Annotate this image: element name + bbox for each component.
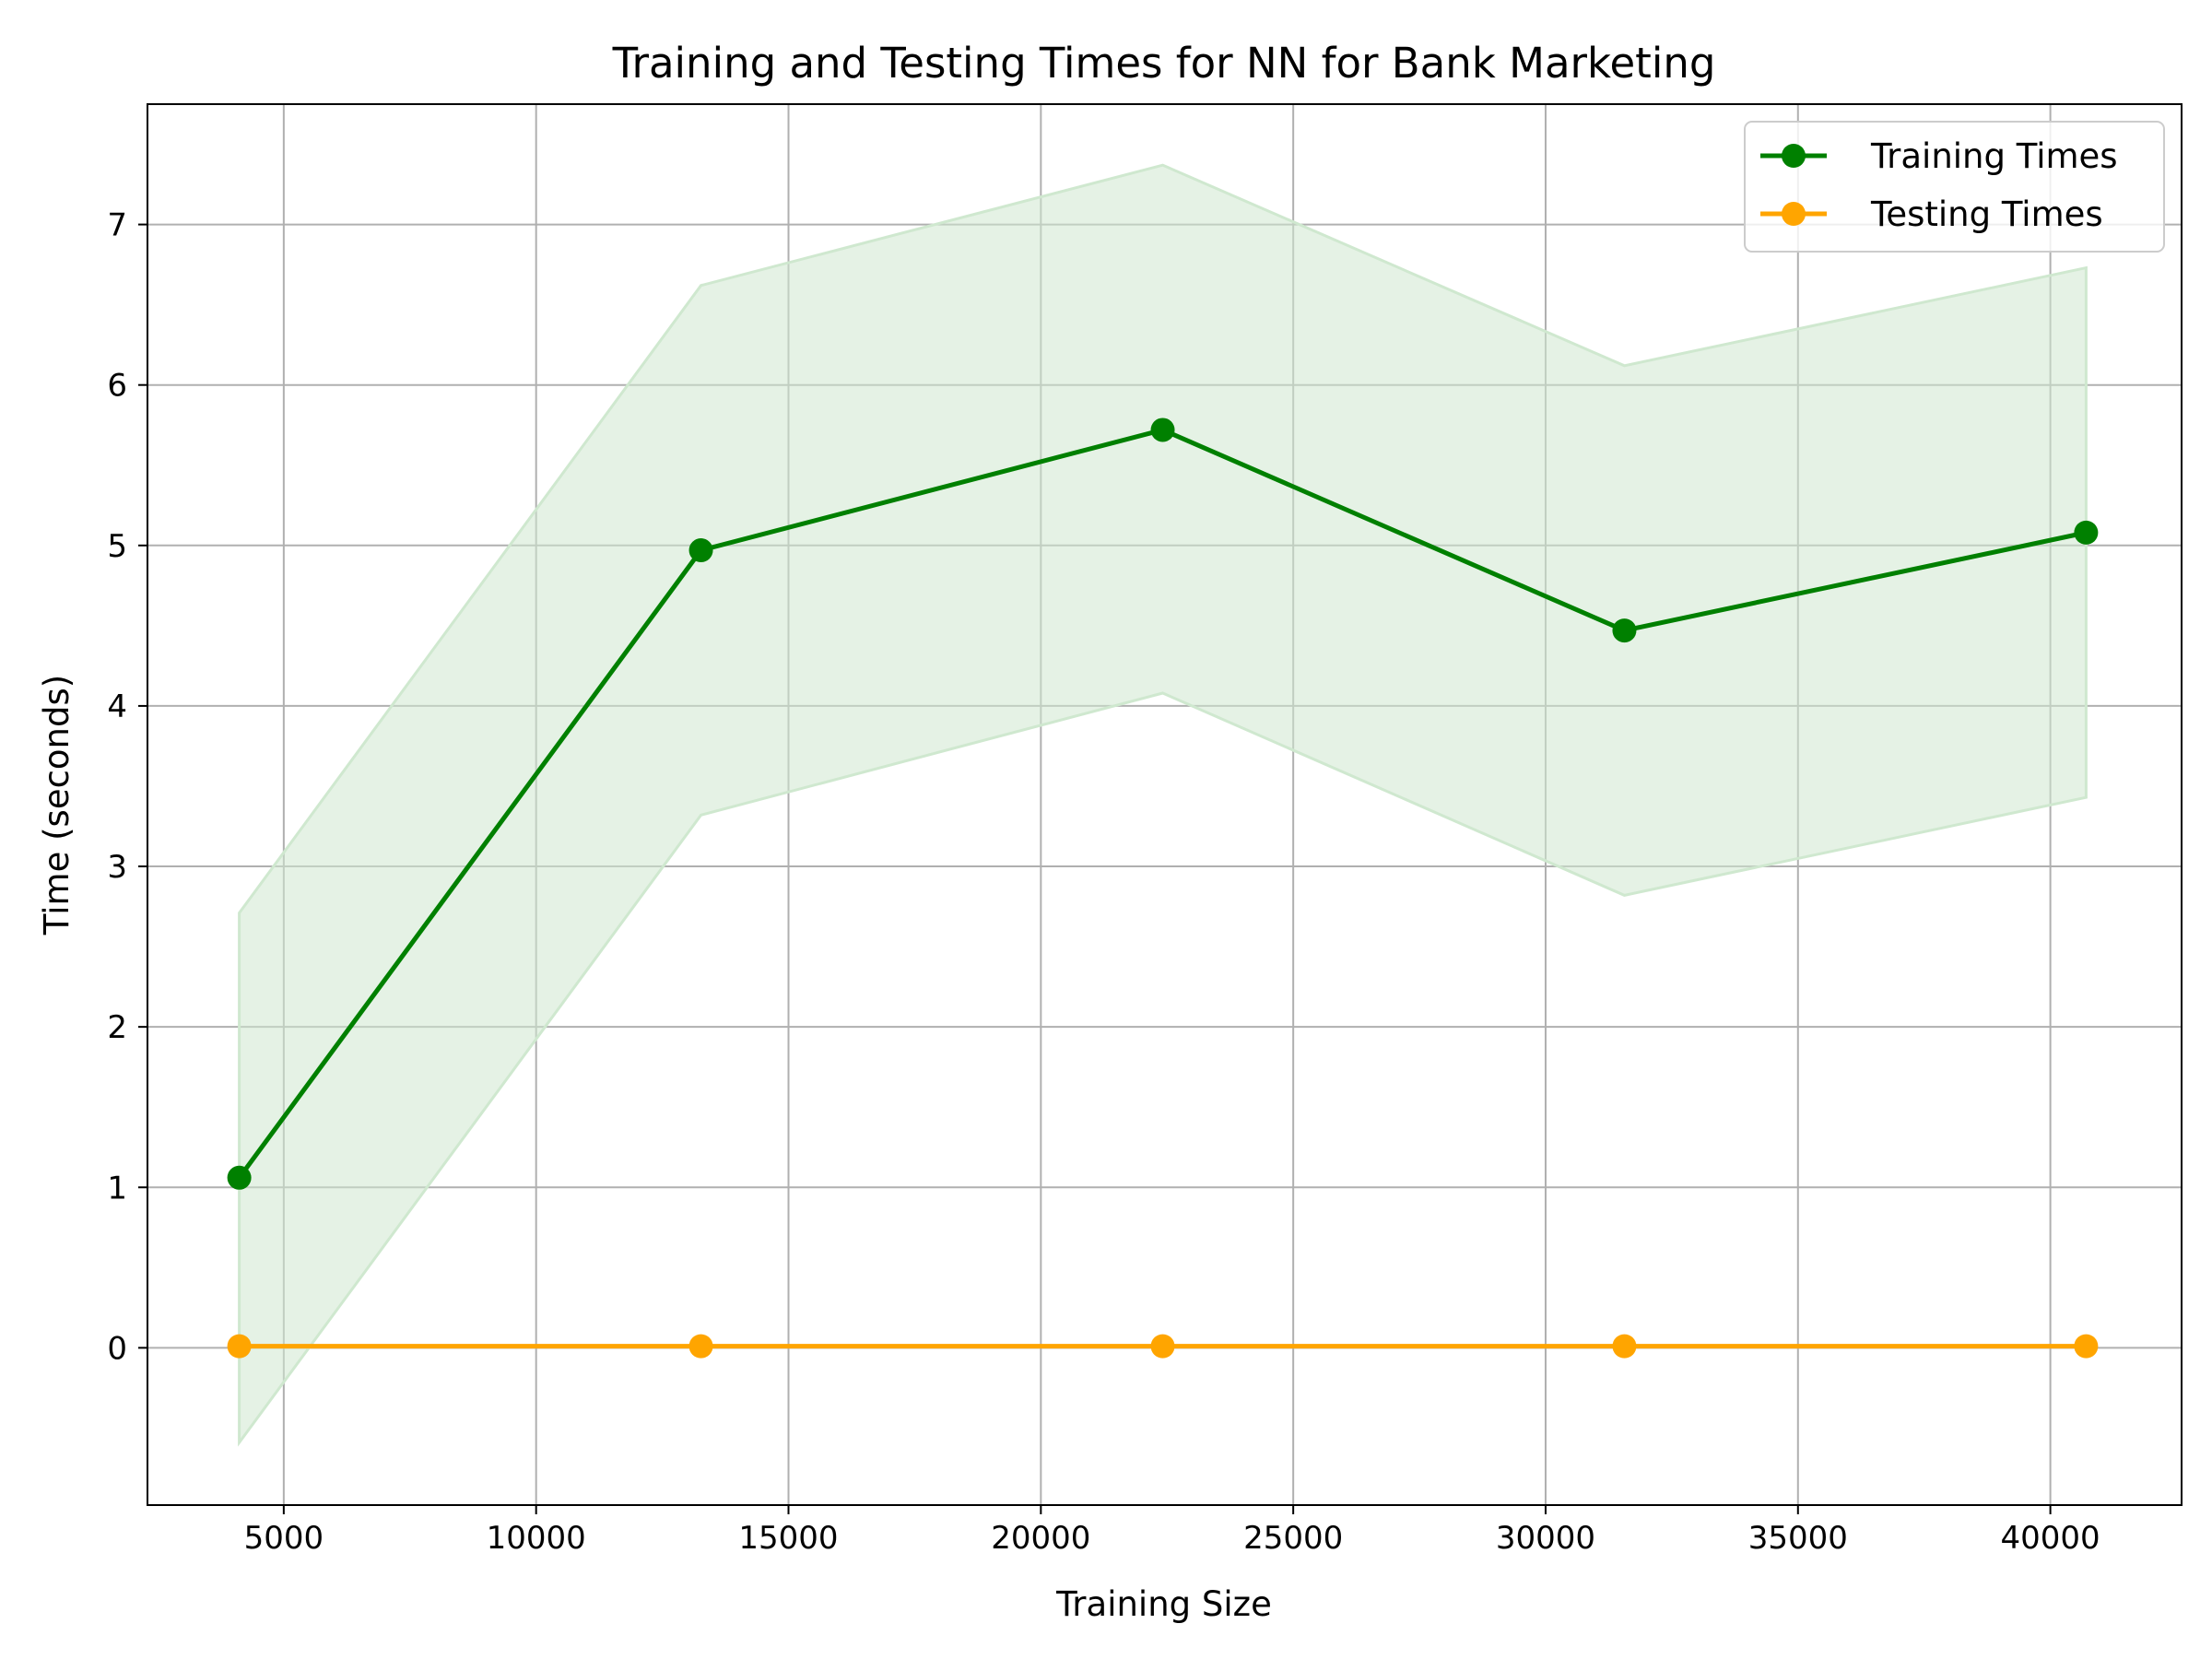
data-point (1612, 1334, 1637, 1359)
y-tick-label: 2 (107, 1009, 127, 1046)
data-point (2074, 1334, 2099, 1359)
y-tick-label: 5 (107, 528, 127, 565)
y-tick-label: 4 (107, 688, 127, 725)
y-tick-label: 6 (107, 368, 127, 405)
data-point (1612, 618, 1637, 643)
data-point (227, 1334, 252, 1359)
y-tick-label: 3 (107, 849, 127, 886)
data-point (688, 1334, 713, 1359)
plot-frame (147, 103, 2183, 1506)
x-axis-ticks: 5000 10000 15000 20000 25000 30000 35000 40000 (244, 1505, 2100, 1557)
data-point (1150, 1334, 1175, 1359)
y-tick-label: 0 (107, 1330, 127, 1367)
legend-label: Testing Times (1870, 194, 2103, 234)
y-tick-label: 1 (107, 1170, 127, 1206)
x-tick-label: 35000 (1748, 1520, 1848, 1557)
legend-box (1744, 121, 2165, 253)
x-tick-label: 10000 (487, 1520, 586, 1557)
data-point (2074, 520, 2099, 545)
data-point (227, 1165, 252, 1190)
legend-marker (1782, 144, 1806, 168)
x-tick-label: 15000 (738, 1520, 838, 1557)
x-tick-label: 40000 (2001, 1520, 2100, 1557)
y-tick-label: 7 (107, 207, 127, 244)
legend-label: Training Times (1870, 136, 2118, 176)
x-tick-label: 25000 (1243, 1520, 1343, 1557)
y-axis-ticks: 0 1 2 3 4 5 6 7 (107, 207, 147, 1367)
x-axis-label: Training Size (1055, 1584, 1272, 1624)
legend-marker (1782, 202, 1806, 226)
data-point (1150, 418, 1175, 442)
series-points (227, 418, 2099, 1359)
confidence-band-1 (238, 163, 2088, 1447)
y-axis-label: Time (seconds) (37, 675, 76, 935)
x-tick-label: 5000 (244, 1520, 324, 1557)
legend: Training Times Testing Times (1744, 121, 2165, 253)
confidence-bands (238, 163, 2088, 1447)
x-tick-label: 30000 (1496, 1520, 1595, 1557)
chart-title: Training and Testing Times for NN for Ba… (612, 39, 1716, 88)
data-point (688, 538, 713, 563)
x-tick-label: 20000 (991, 1520, 1090, 1557)
